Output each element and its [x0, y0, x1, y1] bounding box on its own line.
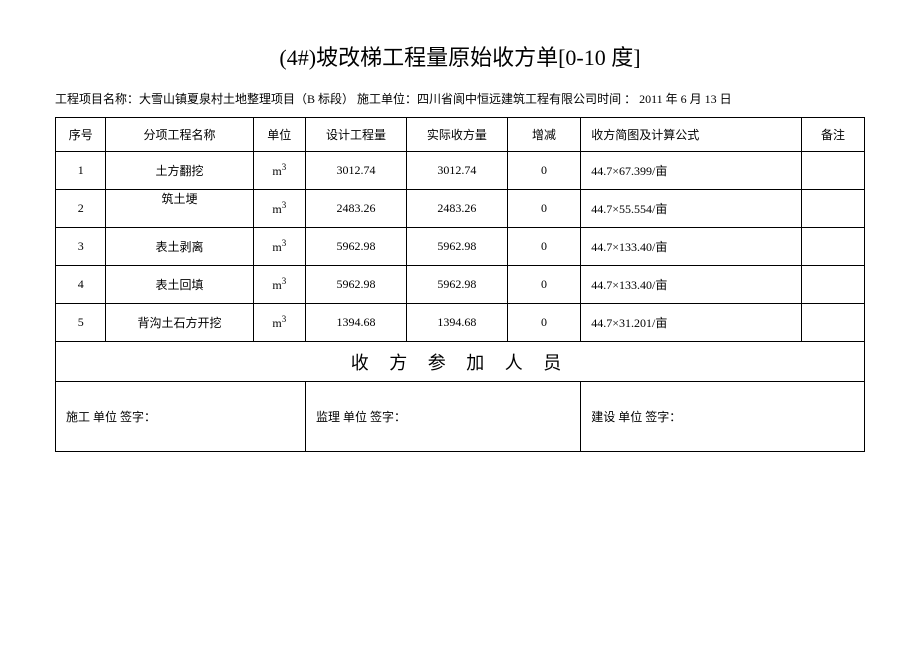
header-formula: 收方简图及计算公式 — [581, 118, 802, 152]
time-value: 2011 年 6 月 13 日 — [636, 92, 732, 106]
header-unit: 单位 — [253, 118, 306, 152]
cell-name: 筑土埂 — [106, 190, 253, 228]
cell-actual: 1394.68 — [406, 304, 507, 342]
cell-actual: 5962.98 — [406, 228, 507, 266]
cell-unit: m3 — [253, 228, 306, 266]
cell-formula: 44.7×133.40/亩 — [581, 266, 802, 304]
cell-diff: 0 — [507, 228, 581, 266]
cell-diff: 0 — [507, 304, 581, 342]
header-name: 分项工程名称 — [106, 118, 253, 152]
header-design: 设计工程量 — [306, 118, 407, 152]
cell-design: 1394.68 — [306, 304, 407, 342]
table-row: 3表土剥离m35962.985962.98044.7×133.40/亩 — [56, 228, 865, 266]
header-row: 序号 分项工程名称 单位 设计工程量 实际收方量 增减 收方简图及计算公式 备注 — [56, 118, 865, 152]
cell-seq: 1 — [56, 152, 106, 190]
section-header: 收 方 参 加 人 员 — [56, 342, 865, 382]
cell-name: 背沟土石方开挖 — [106, 304, 253, 342]
header-diff: 增减 — [507, 118, 581, 152]
time-label: 时间 ： — [597, 92, 636, 106]
cell-unit: m3 — [253, 190, 306, 228]
cell-remark — [801, 228, 864, 266]
signature-row: 施工 单位 签字： 监理 单位 签字： 建设 单位 签字： — [56, 382, 865, 452]
cell-diff: 0 — [507, 152, 581, 190]
cell-unit: m3 — [253, 152, 306, 190]
signature-client: 建设 单位 签字： — [581, 382, 865, 452]
construction-label: 施工单位： — [354, 92, 417, 106]
cell-actual: 2483.26 — [406, 190, 507, 228]
signature-construction: 施工 单位 签字： — [56, 382, 306, 452]
construction-unit: 四川省阆中恒远建筑工程有限公司 — [417, 92, 597, 106]
cell-seq: 2 — [56, 190, 106, 228]
cell-remark — [801, 304, 864, 342]
cell-actual: 5962.98 — [406, 266, 507, 304]
cell-name: 表土剥离 — [106, 228, 253, 266]
cell-name: 表土回填 — [106, 266, 253, 304]
cell-formula: 44.7×67.399/亩 — [581, 152, 802, 190]
table-row: 1土方翻挖m33012.743012.74044.7×67.399/亩 — [56, 152, 865, 190]
cell-remark — [801, 266, 864, 304]
cell-seq: 4 — [56, 266, 106, 304]
cell-remark — [801, 190, 864, 228]
cell-design: 5962.98 — [306, 266, 407, 304]
project-label: 工程项目名称： — [55, 92, 139, 106]
cell-design: 2483.26 — [306, 190, 407, 228]
cell-remark — [801, 152, 864, 190]
cell-unit: m3 — [253, 266, 306, 304]
header-actual: 实际收方量 — [406, 118, 507, 152]
cell-design: 3012.74 — [306, 152, 407, 190]
header-seq: 序号 — [56, 118, 106, 152]
cell-seq: 3 — [56, 228, 106, 266]
document-subtitle: 工程项目名称：大雪山镇夏泉村土地整理项目（B 标段） 施工单位：四川省阆中恒远建… — [55, 90, 865, 107]
header-remark: 备注 — [801, 118, 864, 152]
cell-design: 5962.98 — [306, 228, 407, 266]
cell-formula: 44.7×55.554/亩 — [581, 190, 802, 228]
cell-formula: 44.7×31.201/亩 — [581, 304, 802, 342]
cell-diff: 0 — [507, 266, 581, 304]
table-row: 5背沟土石方开挖m31394.681394.68044.7×31.201/亩 — [56, 304, 865, 342]
cell-formula: 44.7×133.40/亩 — [581, 228, 802, 266]
cell-seq: 5 — [56, 304, 106, 342]
cell-unit: m3 — [253, 304, 306, 342]
signature-supervision: 监理 单位 签字： — [306, 382, 581, 452]
cell-actual: 3012.74 — [406, 152, 507, 190]
document-title: (4#)坡改梯工程量原始收方单[0-10 度] — [55, 40, 865, 72]
table-row: 4表土回填m35962.985962.98044.7×133.40/亩 — [56, 266, 865, 304]
main-table: 序号 分项工程名称 单位 设计工程量 实际收方量 增减 收方简图及计算公式 备注… — [55, 117, 865, 452]
cell-diff: 0 — [507, 190, 581, 228]
section-header-row: 收 方 参 加 人 员 — [56, 342, 865, 382]
project-name: 大雪山镇夏泉村土地整理项目（B 标段） — [139, 92, 354, 106]
cell-name: 土方翻挖 — [106, 152, 253, 190]
table-row: 2筑土埂m32483.262483.26044.7×55.554/亩 — [56, 190, 865, 228]
